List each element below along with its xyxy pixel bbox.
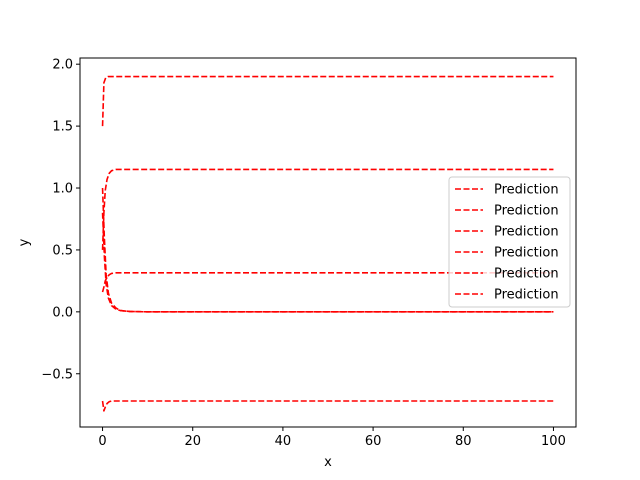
series-line-6	[101, 400, 554, 412]
x-tick-label: 20	[184, 434, 201, 449]
x-tick-label: 60	[365, 434, 382, 449]
x-axis-label: x	[324, 455, 332, 470]
series-line-5	[101, 212, 554, 313]
legend-box	[448, 176, 571, 308]
series-layer	[101, 75, 554, 412]
y-tick-label: 1.0	[52, 182, 73, 197]
y-tick-label: 2.0	[52, 58, 73, 73]
series-line-1	[101, 75, 554, 127]
x-tick-label: 0	[98, 434, 106, 449]
axes-frame	[79, 57, 577, 428]
legend-label: Prediction	[494, 267, 559, 282]
y-axis-ticks: −0.5 0.0 0.5 1.0 1.5 2.0	[41, 58, 80, 382]
legend-label: Prediction	[494, 204, 559, 219]
y-tick-label: 0.5	[52, 243, 73, 258]
x-tick-label: 40	[275, 434, 292, 449]
y-tick-label: 0.0	[52, 305, 73, 320]
series-line-2	[101, 168, 554, 250]
x-tick-label: 100	[541, 434, 566, 449]
legend-label: Prediction	[494, 225, 559, 240]
legend: Prediction Prediction Prediction Prediction…	[448, 176, 571, 308]
y-tick-label: 1.5	[52, 120, 73, 135]
y-tick-label: −0.5	[41, 367, 73, 382]
series-line-3	[101, 272, 554, 293]
legend-label: Prediction	[494, 183, 559, 198]
legend-label: Prediction	[494, 288, 559, 303]
x-tick-label: 80	[455, 434, 472, 449]
y-axis-label: y	[17, 238, 32, 246]
x-axis-ticks: 0 20 40 60 80 100	[98, 427, 566, 449]
legend-label: Prediction	[494, 246, 559, 261]
